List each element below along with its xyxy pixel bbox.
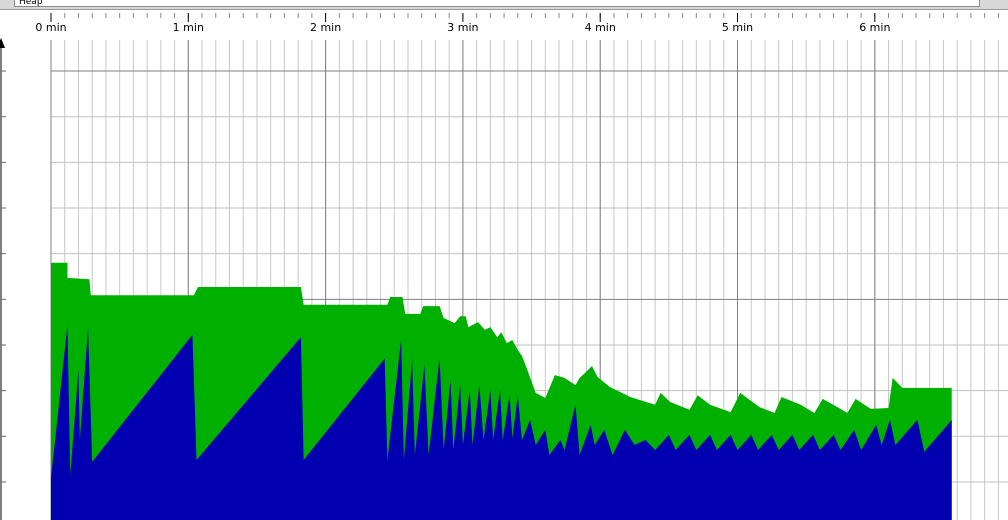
toolbar: Heap	[0, 0, 1008, 10]
area	[51, 324, 952, 520]
x-tick-label: 5 min	[722, 21, 753, 34]
x-tick-label: 3 min	[447, 21, 478, 34]
x-tick-label: 1 min	[173, 21, 204, 34]
dropdown[interactable]: Heap	[14, 0, 980, 7]
x-tick-label: 6 min	[859, 21, 890, 34]
x-tick-label: 0 min	[35, 21, 66, 34]
chart: 0 min 1 min 2 min 3 min 4 min 5 min 6 min	[0, 13, 1008, 520]
x-tick-label: 4 min	[585, 21, 616, 34]
axis-arrow	[0, 38, 5, 48]
x-tick-label: 2 min	[310, 21, 341, 34]
